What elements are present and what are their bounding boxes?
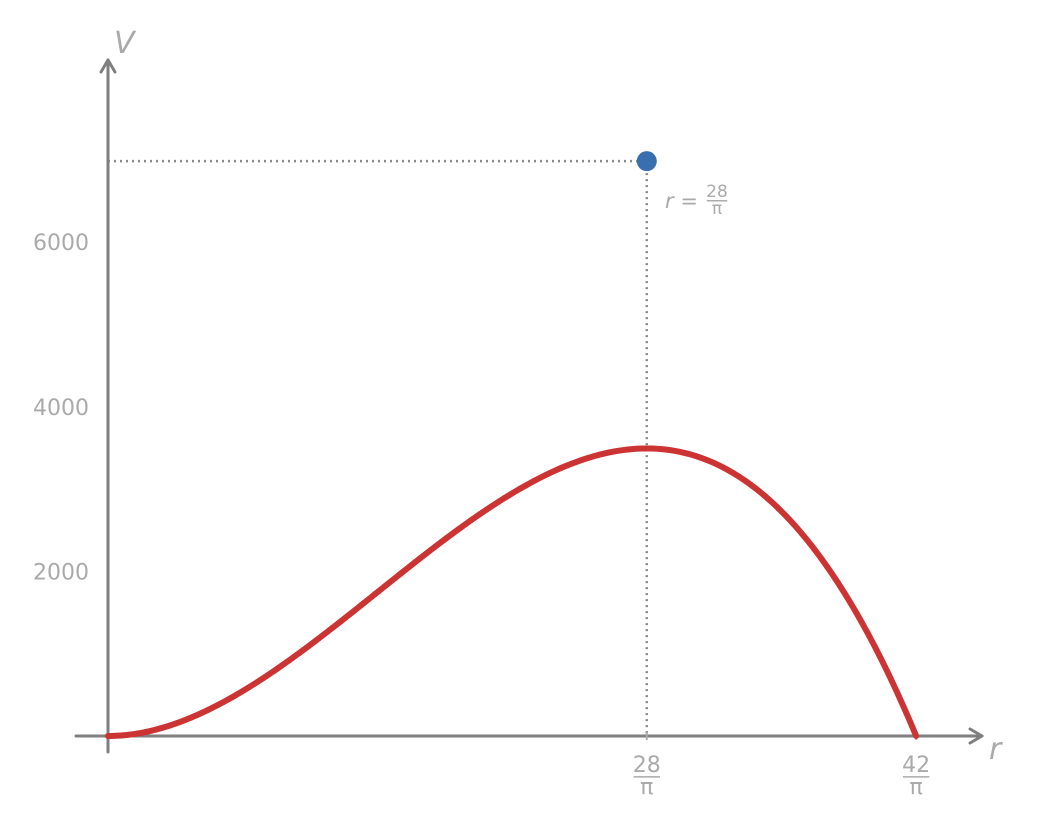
max-guide-lines <box>108 159 649 736</box>
maximum-annotation: r = 28π <box>665 182 728 219</box>
maximum-point <box>636 151 657 172</box>
series-line <box>105 445 920 739</box>
annotation-fraction-numerator: 28 <box>706 182 728 202</box>
annotation-fraction: 28π <box>706 182 728 219</box>
maximum-group: r = 28π <box>636 151 728 219</box>
x-tick-label-numerator: 28 <box>633 753 661 778</box>
axes: r V <box>74 26 1003 767</box>
x-axis-arrow <box>968 727 984 745</box>
series-group <box>105 445 920 739</box>
x-tick-label: 42π <box>902 753 930 800</box>
x-axis-label: r <box>989 732 1003 767</box>
y-axis-arrow <box>99 58 117 74</box>
y-tick-label: 4000 <box>33 396 89 421</box>
y-tick-labels: 2000 4000 6000 <box>33 231 89 585</box>
x-tick-label: 28π <box>633 753 661 800</box>
y-tick-label: 2000 <box>33 560 89 585</box>
x-tick-label-denominator: π <box>910 775 923 800</box>
x-tick-label-denominator: π <box>640 775 653 800</box>
y-axis-label: V <box>114 26 137 61</box>
x-tick-label-numerator: 42 <box>902 753 930 778</box>
y-tick-label: 6000 <box>33 231 89 256</box>
annotation-fraction-denominator: π <box>712 199 722 219</box>
annotation-prefix: r = <box>665 189 698 213</box>
